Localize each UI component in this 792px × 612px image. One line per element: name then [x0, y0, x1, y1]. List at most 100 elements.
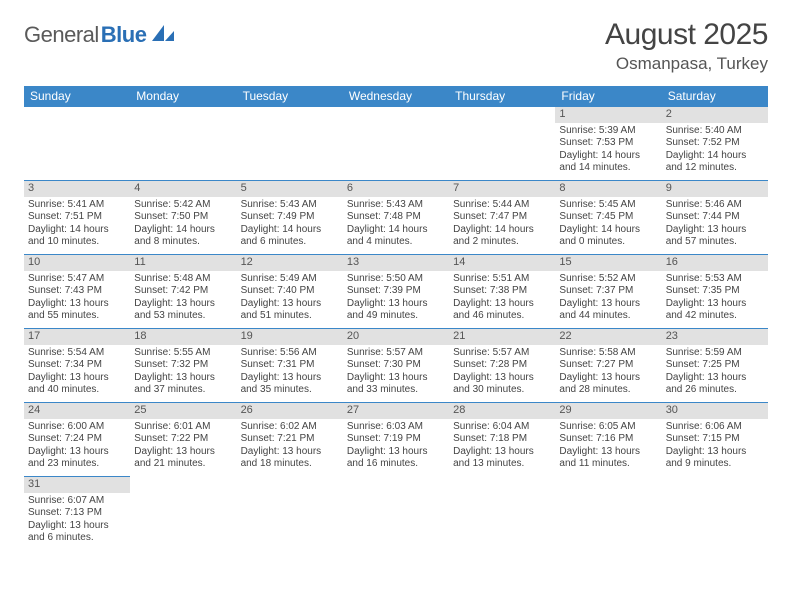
- day-line: and 6 minutes.: [241, 236, 339, 249]
- day-line: and 16 minutes.: [347, 458, 445, 471]
- day-line: Sunset: 7:40 PM: [241, 285, 339, 298]
- calendar-cell: [343, 477, 449, 551]
- day-line: and 13 minutes.: [453, 458, 551, 471]
- title-month: August 2025: [605, 18, 768, 52]
- calendar-cell: [237, 477, 343, 551]
- day-line: Sunrise: 6:03 AM: [347, 421, 445, 434]
- day-number: 3: [24, 181, 130, 197]
- day-line: Daylight: 13 hours: [666, 372, 764, 385]
- day-line: Sunset: 7:18 PM: [453, 433, 551, 446]
- day-number: 11: [130, 255, 236, 271]
- day-line: Sunrise: 6:05 AM: [559, 421, 657, 434]
- day-number: 31: [24, 477, 130, 493]
- day-number: 24: [24, 403, 130, 419]
- calendar-cell: 15Sunrise: 5:52 AMSunset: 7:37 PMDayligh…: [555, 255, 661, 329]
- day-number: 19: [237, 329, 343, 345]
- day-line: and 0 minutes.: [559, 236, 657, 249]
- day-line: Sunset: 7:48 PM: [347, 211, 445, 224]
- calendar-row: 3Sunrise: 5:41 AMSunset: 7:51 PMDaylight…: [24, 181, 768, 255]
- day-number: 5: [237, 181, 343, 197]
- day-line: and 28 minutes.: [559, 384, 657, 397]
- day-line: and 18 minutes.: [241, 458, 339, 471]
- day-line: Sunrise: 5:43 AM: [241, 199, 339, 212]
- day-line: Sunrise: 5:47 AM: [28, 273, 126, 286]
- calendar-cell: 22Sunrise: 5:58 AMSunset: 7:27 PMDayligh…: [555, 329, 661, 403]
- calendar-cell: 24Sunrise: 6:00 AMSunset: 7:24 PMDayligh…: [24, 403, 130, 477]
- calendar-cell: 31Sunrise: 6:07 AMSunset: 7:13 PMDayligh…: [24, 477, 130, 551]
- day-line: Daylight: 13 hours: [134, 372, 232, 385]
- calendar-cell: 9Sunrise: 5:46 AMSunset: 7:44 PMDaylight…: [662, 181, 768, 255]
- day-line: Daylight: 13 hours: [347, 446, 445, 459]
- day-line: and 44 minutes.: [559, 310, 657, 323]
- day-line: Sunset: 7:32 PM: [134, 359, 232, 372]
- day-line: and 9 minutes.: [666, 458, 764, 471]
- day-line: Sunrise: 5:56 AM: [241, 347, 339, 360]
- day-line: Sunset: 7:21 PM: [241, 433, 339, 446]
- page: General Blue August 2025 Osmanpasa, Turk…: [0, 0, 792, 569]
- calendar-cell: [130, 107, 236, 181]
- day-line: and 11 minutes.: [559, 458, 657, 471]
- day-line: and 33 minutes.: [347, 384, 445, 397]
- day-line: Sunrise: 5:50 AM: [347, 273, 445, 286]
- day-line: Daylight: 13 hours: [453, 372, 551, 385]
- day-number: 6: [343, 181, 449, 197]
- day-line: Sunrise: 5:49 AM: [241, 273, 339, 286]
- calendar-cell: 27Sunrise: 6:03 AMSunset: 7:19 PMDayligh…: [343, 403, 449, 477]
- day-line: Sunset: 7:24 PM: [28, 433, 126, 446]
- day-line: and 10 minutes.: [28, 236, 126, 249]
- day-line: Sunrise: 5:39 AM: [559, 125, 657, 138]
- day-number: 18: [130, 329, 236, 345]
- calendar-cell: 16Sunrise: 5:53 AMSunset: 7:35 PMDayligh…: [662, 255, 768, 329]
- day-number: 4: [130, 181, 236, 197]
- day-line: Daylight: 13 hours: [241, 298, 339, 311]
- calendar-cell: 7Sunrise: 5:44 AMSunset: 7:47 PMDaylight…: [449, 181, 555, 255]
- logo: General Blue: [24, 22, 176, 48]
- weekday-header: Wednesday: [343, 86, 449, 107]
- day-line: Daylight: 14 hours: [241, 224, 339, 237]
- day-line: Daylight: 13 hours: [347, 298, 445, 311]
- day-line: Sunset: 7:25 PM: [666, 359, 764, 372]
- day-number: 23: [662, 329, 768, 345]
- day-line: and 49 minutes.: [347, 310, 445, 323]
- day-line: Sunset: 7:30 PM: [347, 359, 445, 372]
- day-line: Sunrise: 5:57 AM: [453, 347, 551, 360]
- day-line: and 37 minutes.: [134, 384, 232, 397]
- day-number: 7: [449, 181, 555, 197]
- day-line: and 23 minutes.: [28, 458, 126, 471]
- day-line: Sunset: 7:31 PM: [241, 359, 339, 372]
- calendar-cell: 17Sunrise: 5:54 AMSunset: 7:34 PMDayligh…: [24, 329, 130, 403]
- day-number: 28: [449, 403, 555, 419]
- day-line: Daylight: 14 hours: [559, 150, 657, 163]
- calendar-cell: [662, 477, 768, 551]
- day-line: and 21 minutes.: [134, 458, 232, 471]
- day-line: Sunrise: 5:57 AM: [347, 347, 445, 360]
- day-number: 15: [555, 255, 661, 271]
- calendar-cell: 5 Sunrise: 5:43 AMSunset: 7:49 PMDaylight…: [237, 181, 343, 255]
- day-number: 25: [130, 403, 236, 419]
- day-line: and 12 minutes.: [666, 162, 764, 175]
- calendar-cell: 28Sunrise: 6:04 AMSunset: 7:18 PMDayligh…: [449, 403, 555, 477]
- calendar-cell: 20Sunrise: 5:57 AMSunset: 7:30 PMDayligh…: [343, 329, 449, 403]
- day-line: Daylight: 13 hours: [241, 446, 339, 459]
- day-line: Sunset: 7:34 PM: [28, 359, 126, 372]
- weekday-header: Monday: [130, 86, 236, 107]
- day-number: 27: [343, 403, 449, 419]
- day-line: Sunset: 7:49 PM: [241, 211, 339, 224]
- day-line: Sunrise: 5:51 AM: [453, 273, 551, 286]
- day-line: Daylight: 13 hours: [134, 446, 232, 459]
- calendar-row: 17Sunrise: 5:54 AMSunset: 7:34 PMDayligh…: [24, 329, 768, 403]
- day-line: Daylight: 13 hours: [28, 372, 126, 385]
- day-line: Sunset: 7:39 PM: [347, 285, 445, 298]
- calendar-cell: 25Sunrise: 6:01 AMSunset: 7:22 PMDayligh…: [130, 403, 236, 477]
- day-line: Daylight: 14 hours: [559, 224, 657, 237]
- day-line: Daylight: 13 hours: [28, 298, 126, 311]
- day-line: and 30 minutes.: [453, 384, 551, 397]
- day-line: Sunset: 7:22 PM: [134, 433, 232, 446]
- day-number: 16: [662, 255, 768, 271]
- calendar-cell: 14Sunrise: 5:51 AMSunset: 7:38 PMDayligh…: [449, 255, 555, 329]
- calendar-cell: 4Sunrise: 5:42 AMSunset: 7:50 PMDaylight…: [130, 181, 236, 255]
- calendar-cell: 10Sunrise: 5:47 AMSunset: 7:43 PMDayligh…: [24, 255, 130, 329]
- day-line: Sunrise: 5:59 AM: [666, 347, 764, 360]
- day-line: and 26 minutes.: [666, 384, 764, 397]
- calendar-cell: 26Sunrise: 6:02 AMSunset: 7:21 PMDayligh…: [237, 403, 343, 477]
